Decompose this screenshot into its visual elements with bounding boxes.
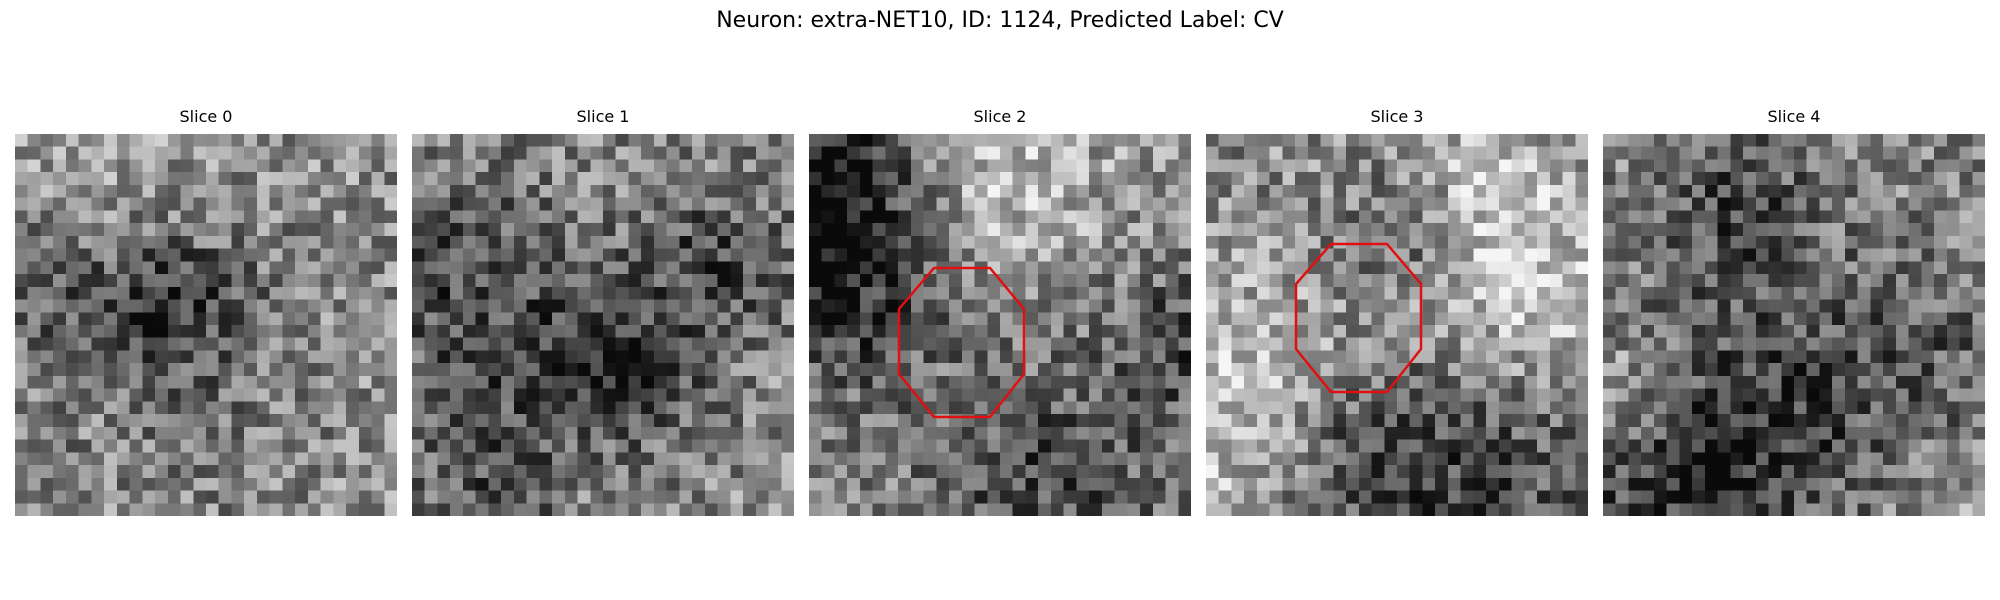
slice-panel-3: Slice 3 <box>1206 106 1588 516</box>
slice-image-1 <box>412 134 794 516</box>
slice-image-0 <box>15 134 397 516</box>
slice-image-2 <box>809 134 1191 516</box>
slice-panel-2: Slice 2 <box>809 106 1191 516</box>
slice-title-2: Slice 2 <box>973 107 1027 126</box>
figure-title: Neuron: extra-NET10, ID: 1124, Predicted… <box>716 8 1284 33</box>
slice-title-4: Slice 4 <box>1767 107 1821 126</box>
slice-panel-4: Slice 4 <box>1603 106 1985 516</box>
slice-image-3 <box>1206 134 1588 516</box>
slice-panel-1: Slice 1 <box>412 106 794 516</box>
slice-title-1: Slice 1 <box>576 107 630 126</box>
slice-image-4 <box>1603 134 1985 516</box>
slice-title-3: Slice 3 <box>1370 107 1424 126</box>
slice-panel-0: Slice 0 <box>15 106 397 516</box>
slice-title-0: Slice 0 <box>179 107 233 126</box>
